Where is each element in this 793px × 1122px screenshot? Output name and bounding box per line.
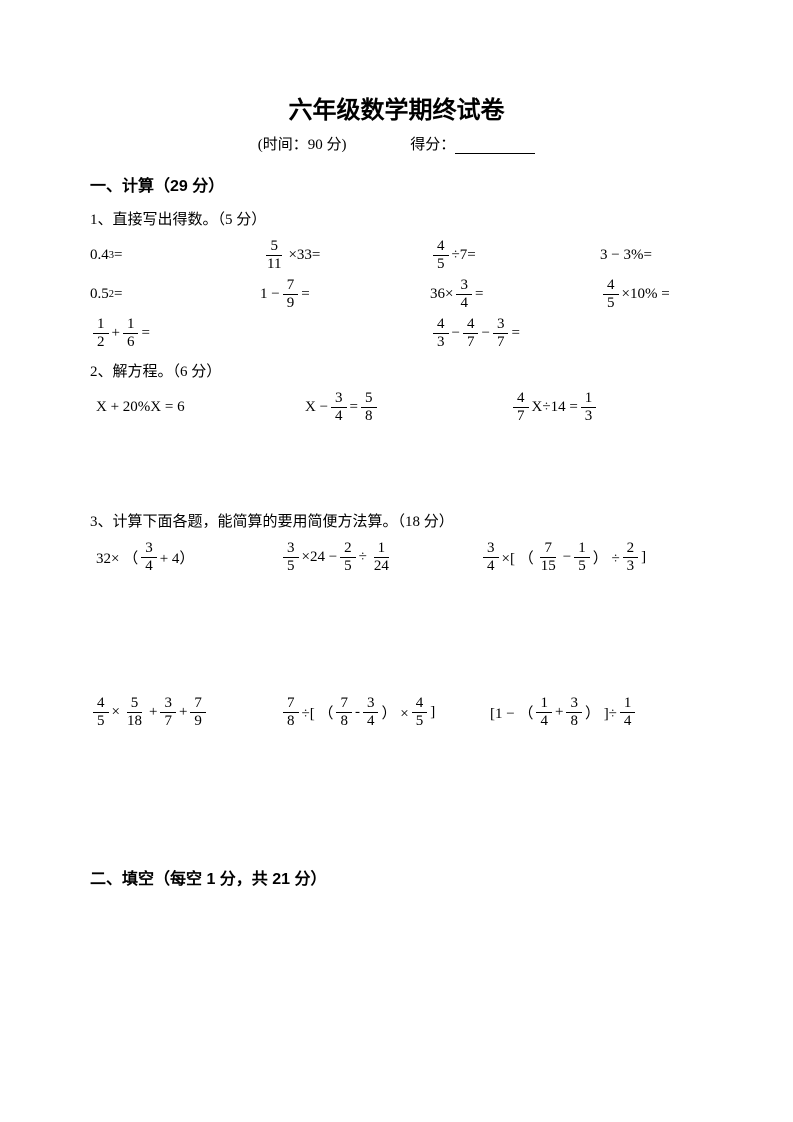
expr: 0.43 =: [90, 247, 260, 264]
fraction: 23: [623, 541, 639, 574]
expr: 45 ×10% =: [600, 278, 670, 311]
expr: X − 34 = 58: [305, 391, 510, 424]
fraction: 14: [620, 696, 636, 729]
fraction: 79: [190, 696, 206, 729]
score-label: 得分：: [410, 137, 455, 153]
expr: 45 ÷7=: [430, 239, 600, 272]
question-3-label: 3、计算下面各题，能简算的要用简便方法算。（18 分）: [90, 510, 703, 531]
fraction: 37: [160, 696, 176, 729]
fraction: 47: [463, 317, 479, 350]
calc-row-2: 0.52= 1 − 79 = 36× 34 = 45 ×10% =: [90, 278, 703, 311]
expr: [1 − （ 14 + 38 ） ]÷ 14: [490, 696, 638, 729]
fraction: 34: [331, 391, 347, 424]
fraction: 35: [283, 541, 299, 574]
exam-page: 六年级数学期终试卷 (时间：90 分) 得分： 一、计算（29 分） 1、直接写…: [0, 0, 793, 1122]
expr: 43 − 47 − 37 =: [430, 317, 520, 350]
fraction: 34: [141, 541, 157, 574]
fraction: 45: [603, 278, 619, 311]
eq-row: X + 20%X = 6 X − 34 = 58 47 X÷14 = 13: [90, 391, 703, 424]
question-2-label: 2、解方程。（6 分）: [90, 360, 703, 381]
fraction: 124: [370, 541, 393, 574]
fraction: 518: [123, 696, 146, 729]
fraction: 37: [493, 317, 509, 350]
fraction: 45: [93, 696, 109, 729]
expr: 0.52=: [90, 286, 260, 303]
fraction: 47: [513, 391, 529, 424]
calc-row-6: 45 × 518 + 37 + 79 78 ÷[ （ 78 - 34 ） × 4…: [90, 696, 703, 729]
fraction: 12: [93, 317, 109, 350]
fraction: 34: [483, 541, 499, 574]
section-2-head: 二、填空（每空 1 分，共 21 分）: [90, 865, 703, 889]
fraction: 25: [340, 541, 356, 574]
expr: 35 ×24 − 25 ÷ 124: [280, 541, 480, 574]
fraction: 43: [433, 317, 449, 350]
expr: 511 ×33=: [260, 239, 430, 272]
score-blank: [455, 153, 535, 154]
fraction: 34: [363, 696, 379, 729]
fraction: 78: [336, 696, 352, 729]
fraction: 16: [123, 317, 139, 350]
expr: X + 20%X = 6: [90, 399, 305, 416]
fraction: 58: [361, 391, 377, 424]
calc-row-3: 12 + 16 = 43 − 47 − 37 =: [90, 317, 703, 350]
fraction: 715: [537, 541, 560, 574]
time-info: (时间：90 分): [258, 133, 347, 154]
fraction: 14: [536, 696, 552, 729]
fraction: 45: [433, 239, 449, 272]
calc-row-1: 0.43 = 511 ×33= 45 ÷7= 3 − 3%=: [90, 239, 703, 272]
expr: 34 ×[ （ 715 − 15 ） ÷ 23 ]: [480, 541, 646, 574]
expr: 3 − 3%=: [600, 247, 652, 264]
subtitle: (时间：90 分) 得分：: [90, 133, 703, 154]
fraction: 79: [283, 278, 299, 311]
fraction: 78: [283, 696, 299, 729]
fraction: 45: [412, 696, 428, 729]
calc-row-5: 32× （ 34 + 4） 35 ×24 − 25 ÷ 124 34 ×[ （ …: [90, 541, 703, 574]
expr: 47 X÷14 = 13: [510, 391, 599, 424]
expr: 78 ÷[ （ 78 - 34 ） × 45 ]: [280, 696, 490, 729]
expr: 1 − 79 =: [260, 278, 430, 311]
expr: 32× （ 34 + 4）: [90, 541, 280, 574]
page-title: 六年级数学期终试卷: [90, 90, 703, 125]
fraction: 511: [263, 239, 285, 272]
question-1-label: 1、直接写出得数。（5 分）: [90, 208, 703, 229]
section-1-head: 一、计算（29 分）: [90, 172, 703, 196]
fraction: 13: [581, 391, 597, 424]
fraction: 38: [566, 696, 582, 729]
expr: 45 × 518 + 37 + 79: [90, 696, 280, 729]
fraction: 34: [456, 278, 472, 311]
fraction: 15: [574, 541, 590, 574]
expr: 36× 34 =: [430, 278, 600, 311]
expr: 12 + 16 =: [90, 317, 430, 350]
